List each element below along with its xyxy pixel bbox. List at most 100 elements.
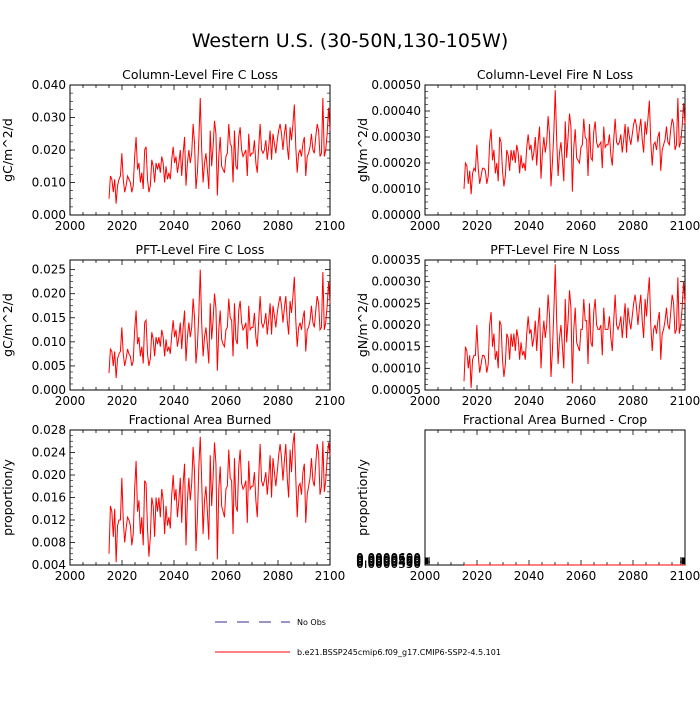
y-tick-label: 0.00020	[371, 318, 421, 332]
x-tick-label: 2000	[410, 394, 441, 408]
y-tick-label: 0.0000350	[356, 557, 421, 571]
x-tick-label: 2060	[211, 569, 242, 583]
x-tick-label: 2020	[107, 569, 138, 583]
y-tick-label: 0.020	[32, 143, 66, 157]
y-tick-label: 0.010	[32, 176, 66, 190]
x-tick-label: 2060	[211, 394, 242, 408]
chart-panel-0: Column-Level Fire C Loss gC/m^2/d 2000 2020…	[0, 67, 345, 233]
chart-panel-4: Fractional Area Burned proportion/y 2000 20…	[0, 412, 345, 583]
panel-title: PFT-Level Fire N Loss	[490, 242, 620, 257]
y-axis-label: gC/m^2/d	[0, 293, 15, 357]
y-tick-label: 0.028	[32, 423, 66, 437]
x-tick-label: 2060	[566, 394, 597, 408]
series-line-0	[108, 269, 331, 378]
x-tick-label: 2060	[211, 219, 242, 233]
y-tick-label: 0.00000	[371, 208, 421, 222]
y-tick-label: 0.020	[32, 468, 66, 482]
y-axis-label: gN/m^2/d	[355, 293, 370, 357]
chart-panel-3: PFT-Level Fire N Loss gN/m^2/d 2000 2020 204…	[355, 242, 700, 408]
x-tick-label: 2020	[462, 569, 493, 583]
x-tick-label: 2040	[514, 219, 545, 233]
x-tick-label: 2080	[263, 219, 294, 233]
series-line-0	[108, 97, 331, 204]
x-tick-label: 2040	[514, 569, 545, 583]
x-tick-label: 2020	[107, 219, 138, 233]
panel-title: Fractional Area Burned - Crop	[463, 412, 647, 427]
y-axis-label: proportion/y	[0, 459, 15, 536]
legend-label-model: b.e21.BSSP245cmip6.f09_g17.CMIP6-SSP2-4.…	[297, 648, 501, 657]
x-tick-label: 2000	[55, 219, 86, 233]
y-tick-label: 0.0000550	[356, 552, 421, 566]
y-tick-label: 0.00025	[371, 296, 421, 310]
y-tick-label: 0.00010	[371, 361, 421, 375]
chart-panel-5: Fractional Area Burned - Crop proportion/…	[355, 412, 700, 583]
x-tick-label: 2000	[410, 569, 441, 583]
x-tick-label: 2040	[514, 394, 545, 408]
y-tick-label: 0.004	[32, 558, 66, 572]
y-tick-label: 0.000	[32, 383, 66, 397]
x-tick-label: 2000	[55, 394, 86, 408]
x-tick-label: 2080	[618, 219, 649, 233]
x-tick-label: 2040	[159, 219, 190, 233]
y-tick-label: 0.016	[32, 491, 66, 505]
x-tick-label: 2020	[462, 219, 493, 233]
y-tick-label: 0.00040	[371, 104, 421, 118]
y-tick-label: 0.025	[32, 263, 66, 277]
y-tick-label: 0.024	[32, 446, 66, 460]
series-line-0	[463, 90, 686, 195]
y-tick-label: 0.00050	[371, 78, 421, 92]
y-tick-label: 0.015	[32, 311, 66, 325]
series-line-0	[108, 432, 331, 563]
x-tick-label: 2080	[263, 569, 294, 583]
x-tick-label: 2040	[159, 394, 190, 408]
y-tick-label: 0.00020	[371, 156, 421, 170]
y-tick-label: 0.00030	[371, 275, 421, 289]
x-tick-label: 2100	[315, 394, 346, 408]
figure-title: Western U.S. (30-50N,130-105W)	[191, 30, 509, 52]
x-tick-label: 2020	[107, 394, 138, 408]
x-tick-label: 2080	[618, 569, 649, 583]
panel-title: Column-Level Fire N Loss	[477, 67, 633, 82]
y-tick-label: 0.00015	[371, 340, 421, 354]
y-axis-label: gN/m^2/d	[355, 118, 370, 182]
y-tick-label: 0.00010	[371, 182, 421, 196]
plot-frame	[424, 429, 686, 566]
y-tick-label: 0.010	[32, 335, 66, 349]
x-tick-label: 2080	[618, 394, 649, 408]
x-tick-label: 2100	[315, 569, 346, 583]
y-tick-label: 0.0000450	[356, 554, 421, 568]
chart-panel-2: PFT-Level Fire C Loss gC/m^2/d 2000 2020 204…	[0, 242, 345, 408]
panel-title: Column-Level Fire C Loss	[122, 67, 278, 82]
y-tick-label: 0.00030	[371, 130, 421, 144]
y-tick-label: 0.0000600	[356, 551, 421, 565]
legend-label-no-obs: No Obs	[297, 618, 326, 627]
y-tick-label: 0.012	[32, 513, 66, 527]
x-tick-label: 2020	[462, 394, 493, 408]
y-tick-label: 0.005	[32, 359, 66, 373]
y-tick-label: 0.020	[32, 287, 66, 301]
series-line-0	[463, 264, 686, 388]
x-tick-label: 2100	[315, 219, 346, 233]
x-tick-label: 2060	[566, 219, 597, 233]
y-tick-label: 0.0000500	[356, 553, 421, 567]
y-tick-label: 0.00035	[371, 253, 421, 267]
y-tick-label: 0.0000400	[356, 556, 421, 570]
legend: No Obs b.e21.BSSP245cmip6.f09_g17.CMIP6-…	[215, 618, 501, 657]
chart-panel-1: Column-Level Fire N Loss gN/m^2/d 2000 2020…	[355, 67, 700, 233]
x-tick-label: 2100	[670, 394, 700, 408]
x-tick-label: 2000	[410, 219, 441, 233]
y-tick-label: 0.040	[32, 78, 66, 92]
x-tick-label: 2100	[670, 569, 700, 583]
y-axis-label: gC/m^2/d	[0, 118, 15, 182]
x-tick-label: 2000	[55, 569, 86, 583]
y-axis-label: proportion/y	[355, 459, 370, 536]
x-tick-label: 2040	[159, 569, 190, 583]
x-tick-label: 2080	[263, 394, 294, 408]
y-tick-label: 0.008	[32, 536, 66, 550]
y-tick-label: 0.00005	[371, 383, 421, 397]
y-tick-label: 0.000	[32, 208, 66, 222]
panel-title: Fractional Area Burned	[129, 412, 272, 427]
y-tick-label: 0.030	[32, 111, 66, 125]
